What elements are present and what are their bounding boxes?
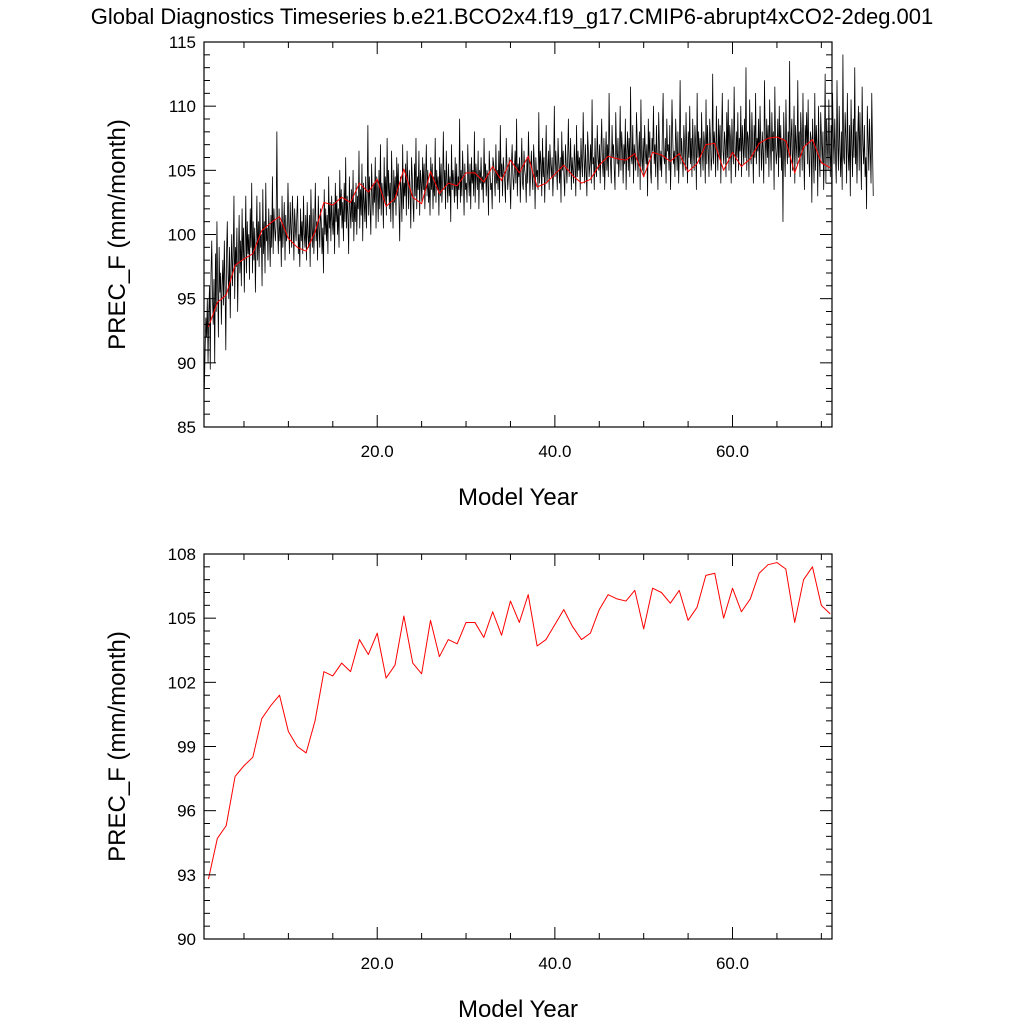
bottom-y-axis-title: PREC_F (mm/month) [104,631,131,862]
bottom-x-tick-label: 20.0 [361,954,394,973]
bottom-x-tick-label: 40.0 [538,954,571,973]
top-x-tick-label: 20.0 [361,442,394,461]
top-y-tick-label: 85 [177,418,196,437]
top-y-tick-label: 105 [168,161,196,180]
bottom-y-tick-label: 102 [168,673,196,692]
top-x-axis-title: Model Year [458,484,578,511]
bottom-y-tick-label: 108 [168,545,196,564]
bottom-annual-series-line [207,562,831,880]
bottom-y-tick-label: 93 [177,866,196,885]
bottom-y-tick-label: 90 [177,930,196,949]
bottom-y-tick-label: 105 [168,609,196,628]
top-y-tick-label: 110 [169,97,196,116]
top-monthly-series-line [203,54,874,389]
top-y-tick-label: 115 [169,33,196,52]
top-y-axis-title: PREC_F (mm/month) [104,119,131,350]
bottom-y-tick-label: 96 [177,802,196,821]
chart-top-precip-timeseries: 85 90 95 100 105 110 115 20.0 40.0 60.0 Model Yea… [104,33,874,511]
bottom-x-tick-label: 60.0 [716,954,749,973]
top-annual-series-line [207,136,831,328]
top-series-layer [203,54,874,389]
figure-title: Global Diagnostics Timeseries b.e21.BCO2… [91,4,934,29]
top-y-tick-label: 95 [177,290,196,309]
top-y-tick-label: 90 [177,354,196,373]
chart-bottom-annual-precip: 90 93 96 99 102 105 108 20.0 40.0 60.0 Model Year… [104,545,833,1023]
top-tick-labels: 85 90 95 100 105 110 115 20.0 40.0 60.0 [168,33,749,461]
top-x-tick-label: 60.0 [716,442,749,461]
bottom-tick-labels: 90 93 96 99 102 105 108 20.0 40.0 60.0 [168,545,749,973]
top-x-tick-label: 40.0 [538,442,571,461]
top-ticks-layer [204,41,832,428]
bottom-x-axis-title: Model Year [458,996,578,1023]
bottom-y-tick-label: 99 [177,738,196,757]
bottom-series-layer [207,562,831,880]
top-y-tick-label: 100 [168,226,196,245]
bottom-plot-frame [203,553,833,940]
bottom-ticks-layer [204,553,832,940]
